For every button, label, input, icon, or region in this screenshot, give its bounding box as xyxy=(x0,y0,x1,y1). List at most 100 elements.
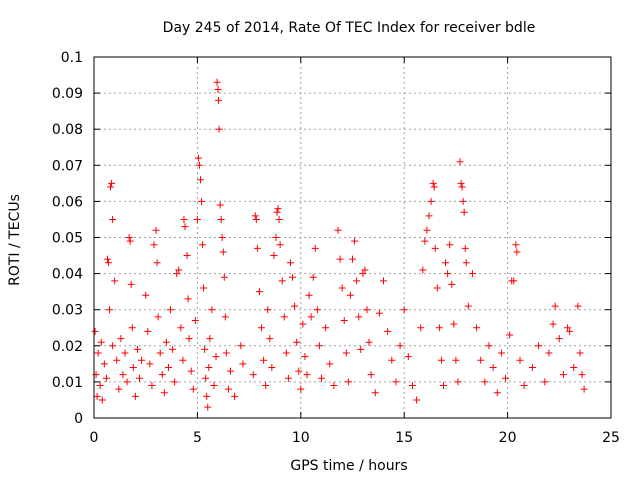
data-point xyxy=(273,208,281,216)
data-point xyxy=(253,244,261,252)
y-tick-label: 0.01 xyxy=(52,375,83,391)
data-point xyxy=(179,356,187,364)
data-point xyxy=(392,378,400,386)
data-point xyxy=(293,338,301,346)
data-point xyxy=(528,363,536,371)
x-tick-label: 10 xyxy=(292,430,310,446)
data-point xyxy=(150,241,158,249)
data-point xyxy=(444,270,452,278)
data-point xyxy=(214,85,222,93)
y-tick-label: 0.07 xyxy=(52,158,83,174)
data-point xyxy=(429,179,437,187)
x-axis-title: GPS time / hours xyxy=(290,458,407,474)
data-point xyxy=(173,270,181,278)
data-point xyxy=(446,241,454,249)
data-point xyxy=(516,356,524,364)
data-point xyxy=(148,382,156,390)
data-point xyxy=(177,324,185,332)
data-point xyxy=(301,353,309,361)
data-point xyxy=(208,306,216,314)
data-point xyxy=(497,349,505,357)
data-point xyxy=(106,306,114,314)
data-point xyxy=(231,392,239,400)
data-point xyxy=(462,259,470,267)
data-point xyxy=(98,396,106,404)
data-point xyxy=(355,313,363,321)
y-tick-label: 0.09 xyxy=(52,86,83,102)
data-point xyxy=(181,223,189,231)
data-point xyxy=(559,371,567,379)
plot-frame xyxy=(93,56,612,419)
data-point xyxy=(102,374,110,382)
y-tick-label: 0 xyxy=(74,411,83,427)
data-point xyxy=(361,266,369,274)
data-point xyxy=(219,248,227,256)
data-point xyxy=(270,252,278,260)
data-point xyxy=(580,385,588,393)
data-point xyxy=(123,378,131,386)
data-point xyxy=(313,306,321,314)
data-point xyxy=(326,360,334,368)
data-point xyxy=(108,179,116,187)
data-point xyxy=(433,284,441,292)
data-point xyxy=(351,237,359,245)
data-point xyxy=(437,356,445,364)
data-point xyxy=(91,327,99,335)
data-point xyxy=(317,374,325,382)
data-point xyxy=(280,313,288,321)
data-point xyxy=(452,356,460,364)
data-point xyxy=(274,205,282,213)
data-point xyxy=(125,234,133,241)
y-tick-label: 0.02 xyxy=(52,339,83,355)
data-point xyxy=(214,96,222,104)
data-point xyxy=(342,349,350,357)
data-point xyxy=(404,353,412,361)
data-point xyxy=(131,392,139,400)
data-point xyxy=(103,255,111,263)
data-point xyxy=(349,255,356,263)
data-point xyxy=(423,226,431,234)
data-point xyxy=(315,342,323,350)
data-point xyxy=(226,367,234,375)
data-point xyxy=(194,154,202,162)
data-point xyxy=(217,215,225,223)
data-point xyxy=(322,324,330,332)
data-point xyxy=(427,197,435,205)
data-point xyxy=(299,320,307,328)
data-point xyxy=(555,335,563,343)
data-point xyxy=(458,183,466,191)
data-point xyxy=(338,284,346,292)
data-point xyxy=(442,259,450,267)
x-tick-label: 15 xyxy=(395,430,413,446)
x-tick-label: 20 xyxy=(499,430,517,446)
data-point xyxy=(252,215,260,223)
data-point xyxy=(448,280,456,288)
data-point xyxy=(97,338,105,346)
data-point xyxy=(199,241,207,249)
data-point xyxy=(295,367,303,375)
data-point xyxy=(421,237,429,245)
data-point xyxy=(111,277,119,285)
data-point xyxy=(309,273,317,281)
data-point xyxy=(564,324,572,332)
data-point xyxy=(551,302,559,310)
data-point xyxy=(336,255,344,263)
data-point xyxy=(549,320,557,328)
data-point xyxy=(303,371,311,379)
data-point xyxy=(215,125,223,133)
data-point xyxy=(460,208,468,216)
x-tick-label: 25 xyxy=(602,430,620,446)
data-point xyxy=(266,335,274,343)
data-point xyxy=(425,212,433,220)
y-tick-label: 0.1 xyxy=(61,50,83,66)
data-point xyxy=(251,212,259,220)
data-point xyxy=(129,363,137,371)
data-point xyxy=(282,349,290,357)
data-point xyxy=(510,277,518,285)
data-point xyxy=(100,360,108,368)
data-point xyxy=(353,277,361,285)
data-point xyxy=(126,237,134,245)
data-point xyxy=(154,313,162,321)
y-axis-title: ROTI / TECUs xyxy=(7,194,23,286)
data-point xyxy=(158,371,166,379)
